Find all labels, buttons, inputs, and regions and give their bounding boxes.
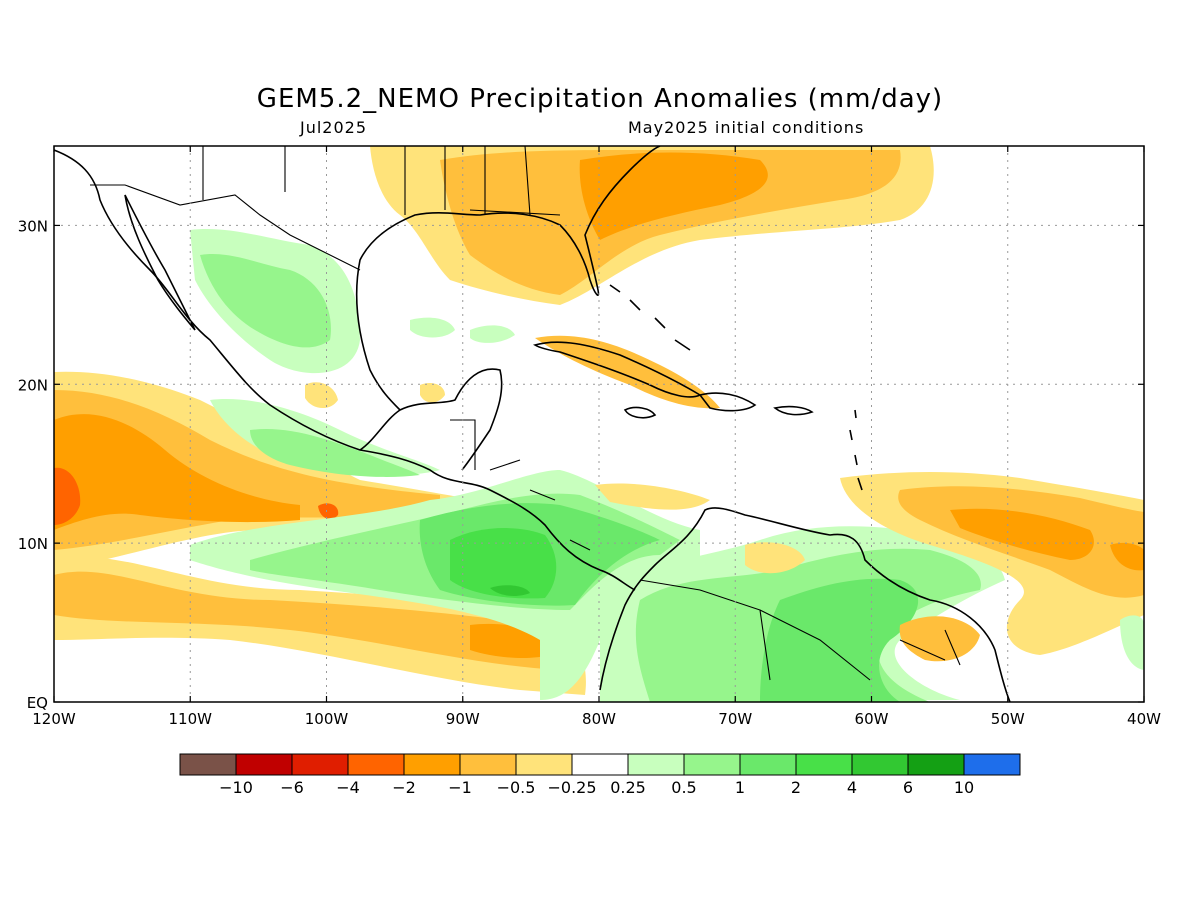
dry-anomaly-atlantic-band-strong (950, 508, 1144, 571)
north-america-coastline (54, 149, 636, 591)
dry-anomaly-se-us-atlantic-core (440, 150, 901, 295)
south-america-borders (639, 579, 961, 681)
cuba (532, 341, 702, 398)
bahamas (609, 284, 691, 351)
dry-anomaly-yucatan (305, 382, 445, 409)
central-america-borders (450, 419, 591, 551)
colorbar: −10 −6 −4 −2 −1 −0.5 −0.25 0.25 0.5 1 2 4 6 10 (179, 753, 1021, 797)
colorbar-swatch (179, 753, 237, 776)
us-mexico-border (90, 184, 361, 271)
lon-tick-label: 100W (305, 710, 349, 728)
wet-anomaly-gulf (410, 317, 515, 343)
colorbar-label: 10 (954, 778, 974, 797)
dry-anomaly-south-band-strong (470, 623, 562, 658)
coastlines (54, 146, 1011, 702)
colorbar-label: 2 (791, 778, 801, 797)
anomaly-field (54, 146, 1144, 702)
wet-anomaly-amazon-edge (1120, 615, 1144, 670)
us-state-borders (202, 146, 561, 216)
wet-anomaly-sw-mexico (210, 399, 440, 476)
colorbar-label: −6 (280, 778, 304, 797)
colorbar-swatch (963, 753, 1021, 776)
wet-anomaly-mexico-core (200, 253, 331, 348)
colorbar-label: −0.5 (497, 778, 536, 797)
baja-california (124, 194, 196, 331)
dry-anomaly-guiana (899, 616, 980, 662)
colorbar-label: 4 (847, 778, 857, 797)
valid-month: Jul2025 (300, 118, 368, 137)
colorbar-label: 6 (903, 778, 913, 797)
dry-anomaly-cuba (535, 335, 720, 409)
colorbar-label: −2 (392, 778, 416, 797)
political-borders (90, 146, 961, 681)
colorbar-swatch (459, 753, 517, 776)
gulf-coast (355, 146, 661, 471)
colorbar-swatch (515, 753, 573, 776)
lon-tick-label: 50W (991, 710, 1025, 728)
lesser-antilles (849, 409, 863, 491)
colorbar-swatch (851, 753, 909, 776)
lon-tick-label: 60W (855, 710, 889, 728)
south-america-coastline (599, 507, 1011, 702)
lon-tick-label: 80W (582, 710, 616, 728)
colorbar-label: −10 (219, 778, 253, 797)
map-title: GEM5.2_NEMO Precipitation Anomalies (mm/… (256, 84, 944, 114)
colorbar-swatch (907, 753, 965, 776)
colorbar-swatch (627, 753, 685, 776)
colorbar-swatch (683, 753, 741, 776)
lon-tick-label: 110W (169, 710, 213, 728)
colorbar-swatch (795, 753, 853, 776)
dry-pocket-100w (318, 503, 339, 519)
colorbar-swatch (347, 753, 405, 776)
graticule (54, 146, 1144, 702)
dry-anomaly-east-pacific-strong (54, 414, 300, 530)
colorbar-label: −0.25 (547, 778, 596, 797)
wet-anomaly-itcz-peak (450, 528, 557, 599)
wet-anomaly-itcz-max (490, 585, 530, 596)
colorbar-swatch (739, 753, 797, 776)
colorbar-swatch (403, 753, 461, 776)
colorbar-swatch (235, 753, 293, 776)
colorbar-label: −1 (448, 778, 472, 797)
dry-anomaly-venezuela (595, 483, 805, 574)
colorbar-swatch (571, 753, 629, 776)
dry-anomaly-south-band-core (54, 571, 569, 670)
dry-anomaly-east-pacific-peak (54, 467, 81, 525)
colorbar-label: 1 (735, 778, 745, 797)
colorbar-swatch (291, 753, 349, 776)
colorbar-label: −4 (336, 778, 360, 797)
wet-anomaly-south-america-strong (760, 578, 919, 702)
lat-tick-label: EQ (27, 694, 48, 712)
colorbar-label: 0.25 (610, 778, 646, 797)
hispaniola (698, 392, 757, 412)
jamaica-puerto-rico (623, 405, 814, 419)
colorbar-label: 0.5 (671, 778, 696, 797)
lat-tick-label: 30N (18, 217, 48, 235)
lon-tick-label: 90W (446, 710, 480, 728)
axis-ticks: 120W 110W 100W 90W 80W 70W 60W 50W 40W EQ 10N 20N 30… (18, 146, 1161, 728)
lon-tick-label: 40W (1127, 710, 1161, 728)
lon-tick-label: 70W (718, 710, 752, 728)
lat-tick-label: 20N (18, 376, 48, 394)
lat-tick-label: 10N (18, 535, 48, 553)
wet-anomaly-sw-mexico-core (250, 429, 420, 477)
lon-tick-label: 120W (32, 710, 76, 728)
initial-conditions: May2025 initial conditions (628, 118, 865, 137)
